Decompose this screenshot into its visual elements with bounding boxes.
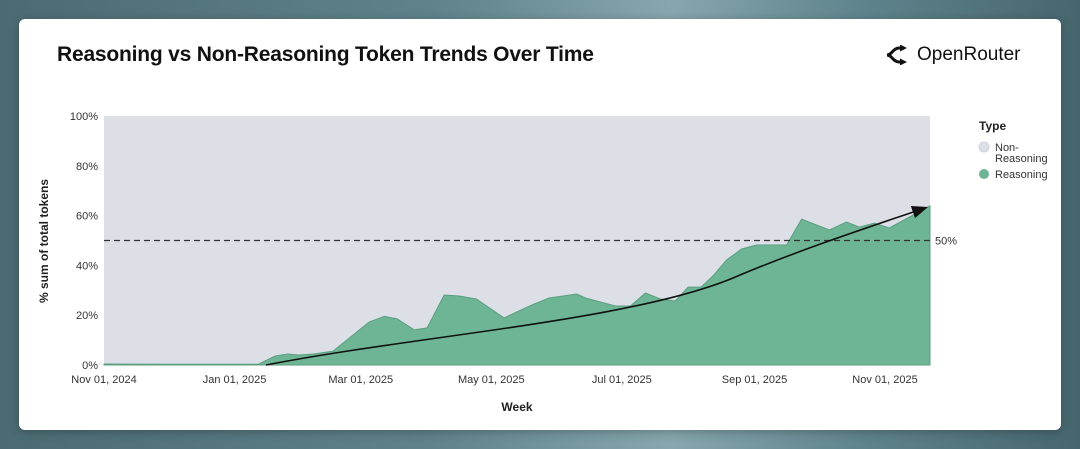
y-axis-title: % sum of total tokens: [37, 179, 51, 303]
x-tick-label: May 01, 2025: [458, 374, 525, 386]
reference-line-label: 50%: [935, 236, 957, 248]
legend-title: Type: [979, 119, 1006, 133]
x-tick-label: Nov 01, 2024: [71, 374, 136, 386]
y-tick-label: 20%: [76, 310, 98, 322]
legend-label-non-reasoning-cont: Reasoning: [995, 153, 1048, 165]
trend-arrow: [265, 206, 929, 366]
y-tick-label: 0%: [82, 360, 98, 372]
x-tick-label: Jan 01, 2025: [203, 374, 267, 386]
x-tick-label: Jul 01, 2025: [592, 374, 652, 386]
legend-swatch-reasoning: [979, 169, 989, 179]
brand[interactable]: OpenRouter: [885, 44, 1021, 66]
x-tick-label: Nov 01, 2025: [852, 374, 917, 386]
openrouter-logo-icon: [886, 45, 907, 65]
x-tick-label: Mar 01, 2025: [328, 374, 393, 386]
x-tick-label: Sep 01, 2025: [722, 374, 787, 386]
y-tick-label: 80%: [76, 161, 98, 173]
reasoning-area: [103, 205, 931, 366]
legend-label-reasoning: Reasoning: [995, 169, 1048, 181]
legend-label-non-reasoning: Non-: [995, 142, 1019, 154]
legend-swatch-non-reasoning: [978, 141, 990, 153]
brand-name: OpenRouter: [917, 44, 1021, 65]
chart-title: Reasoning vs Non-Reasoning Token Trends …: [57, 43, 594, 66]
y-tick-label: 40%: [76, 260, 98, 272]
y-tick-label: 60%: [76, 211, 98, 223]
x-axis-title: Week: [501, 400, 532, 414]
y-tick-label: 100%: [70, 111, 98, 123]
